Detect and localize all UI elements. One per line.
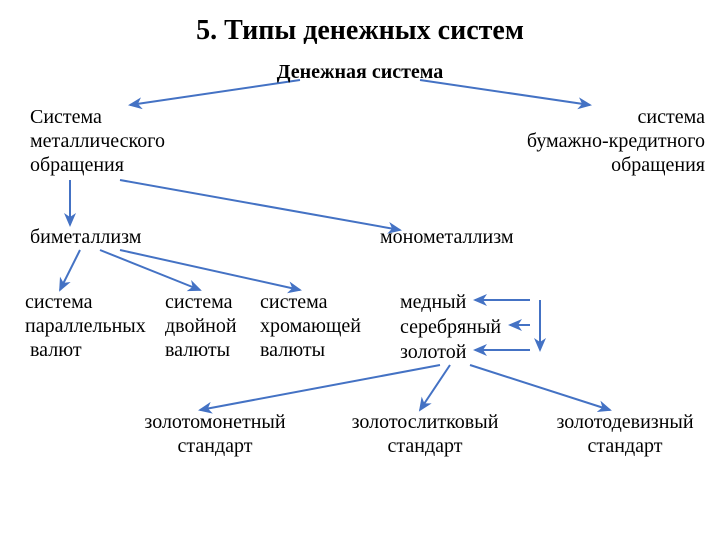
node-bimetallism: биметаллизм [30, 225, 190, 249]
node-gold: золотой [400, 340, 530, 364]
edge-arrow [200, 365, 440, 410]
node-silver: серебряный [400, 315, 530, 339]
node-gold-coin-standard: золотомонетный стандарт [120, 410, 310, 458]
edge-arrow [420, 365, 450, 410]
node-copper: медный [400, 290, 530, 314]
node-monometallism: монометаллизм [380, 225, 560, 249]
node-parallel-currencies: система параллельных валют [25, 290, 165, 362]
edge-arrow [60, 250, 80, 290]
edge-arrow [120, 180, 400, 230]
diagram-title: 5. Типы денежных систем [110, 15, 610, 47]
node-metallic-system: Система металлического обращения [30, 105, 230, 177]
edge-arrow [120, 250, 300, 290]
diagram-subtitle: Денежная система [250, 60, 470, 84]
edge-arrow [100, 250, 200, 290]
diagram-canvas: 5. Типы денежных систем Денежная система… [0, 0, 720, 540]
node-paper-credit-system: система бумажно-кредитного обращения [490, 105, 705, 177]
node-limping-currency: система хромающей валюты [260, 290, 380, 362]
edge-arrow [470, 365, 610, 410]
node-double-currency: система двойной валюты [165, 290, 265, 362]
node-gold-bullion-standard: золотослитковый стандарт [330, 410, 520, 458]
node-gold-exchange-standard: золотодевизный стандарт [540, 410, 710, 458]
